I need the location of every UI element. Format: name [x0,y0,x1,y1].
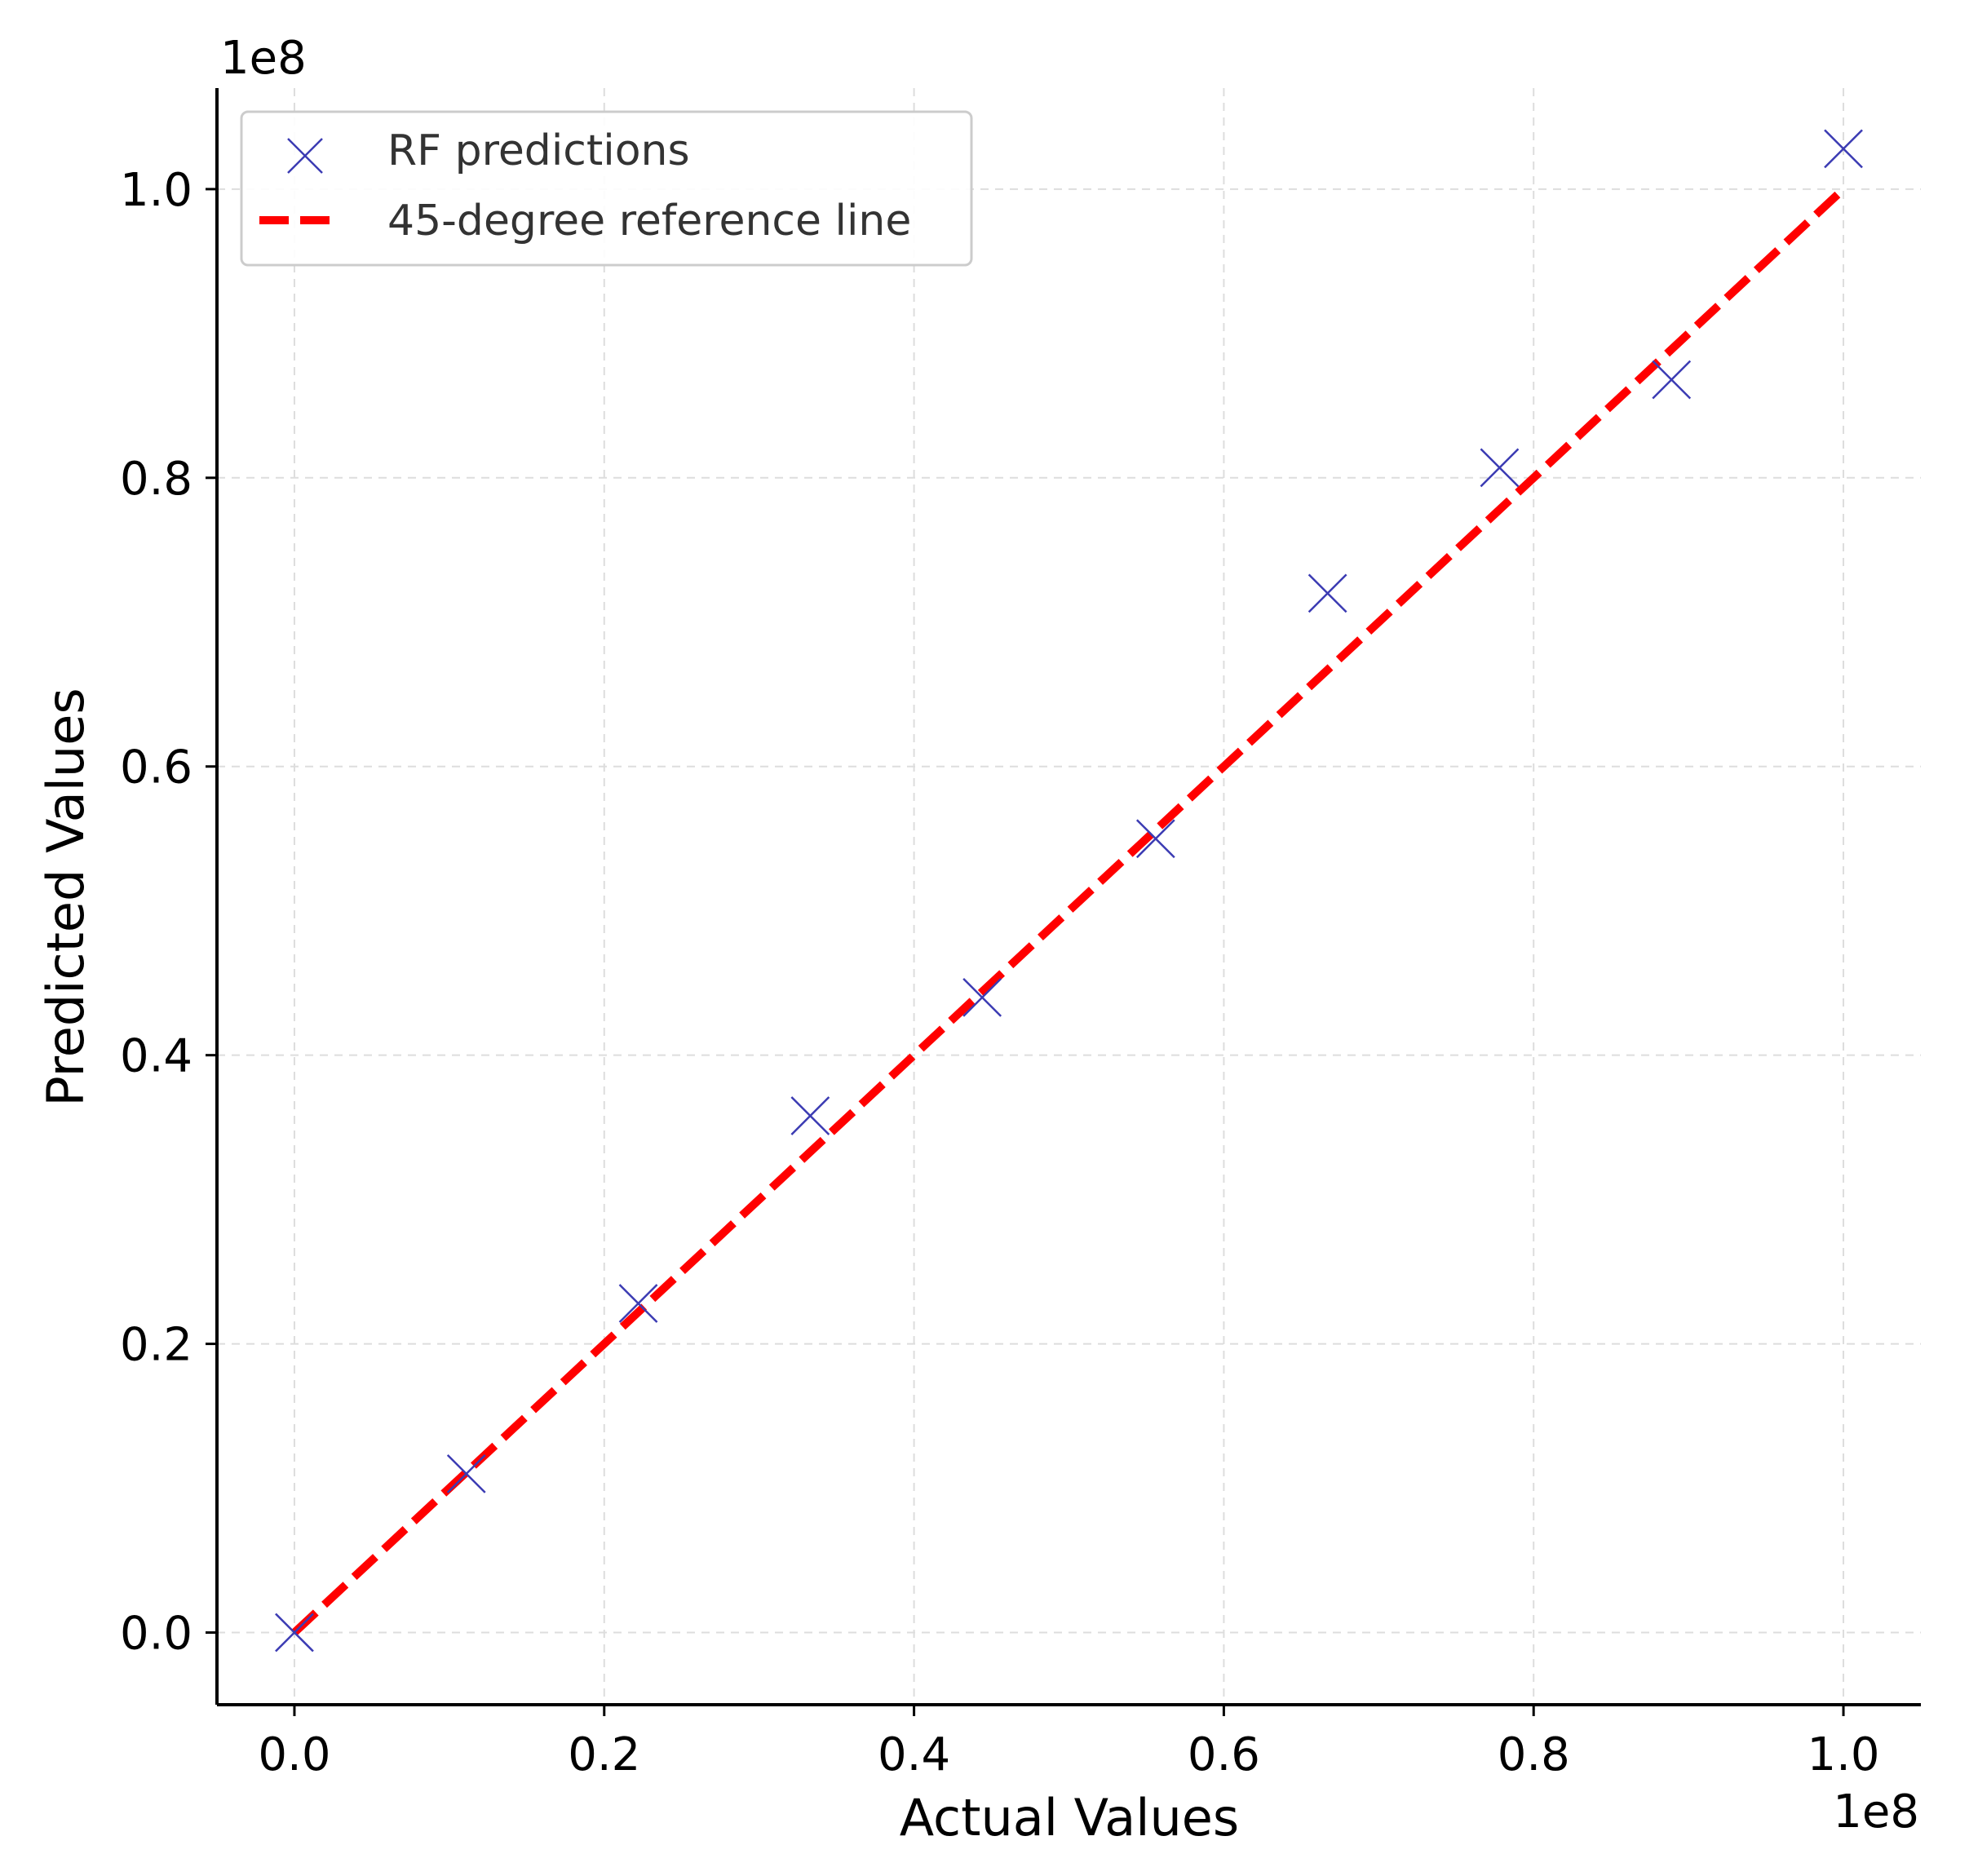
x-tick-label: 0.6 [1188,1728,1260,1781]
y-tick-label: 0.4 [120,1030,192,1083]
grid [217,88,1921,1705]
x-tick-label: 0.4 [878,1728,950,1781]
y-tick-label: 0.8 [120,453,192,506]
y-ticks: 0.0 0.2 0.4 0.6 0.8 1.0 [120,164,217,1661]
data-point [790,1096,830,1135]
data-point [1824,129,1863,169]
y-axis-label: Predicted Values [36,688,95,1106]
x-offset-label: 1e8 [1833,1785,1919,1838]
data-point [1135,819,1175,859]
reference-line [291,186,1847,1636]
data-point [1480,448,1520,488]
y-offset-label: 1e8 [220,32,307,85]
x-ticks: 0.0 0.2 0.4 0.6 0.8 1.0 [258,1705,1880,1781]
x-tick-label: 0.8 [1498,1728,1570,1781]
legend-box [240,110,973,267]
data-point [446,1453,486,1493]
x-tick-label: 0.0 [258,1728,330,1781]
legend: RF predictions 45-degree reference line [240,110,973,267]
x-axis-label: Actual Values [900,1788,1240,1847]
x-tick-label: 1.0 [1807,1728,1880,1781]
legend-label-rf: RF predictions [387,126,690,175]
series-layer [275,129,1863,1653]
y-tick-label: 0.6 [120,741,192,794]
axes [215,88,1921,1706]
data-point [1308,573,1347,613]
data-point [275,1613,314,1653]
y-tick-label: 0.2 [120,1319,192,1372]
data-point [1652,360,1692,400]
legend-marker-rf [287,138,323,174]
legend-label-reference: 45-degree reference line [387,197,911,246]
y-tick-label: 1.0 [120,164,192,217]
data-point [618,1284,658,1323]
y-tick-label: 0.0 [120,1608,192,1661]
data-point [962,977,1002,1017]
x-tick-label: 0.2 [568,1728,640,1781]
